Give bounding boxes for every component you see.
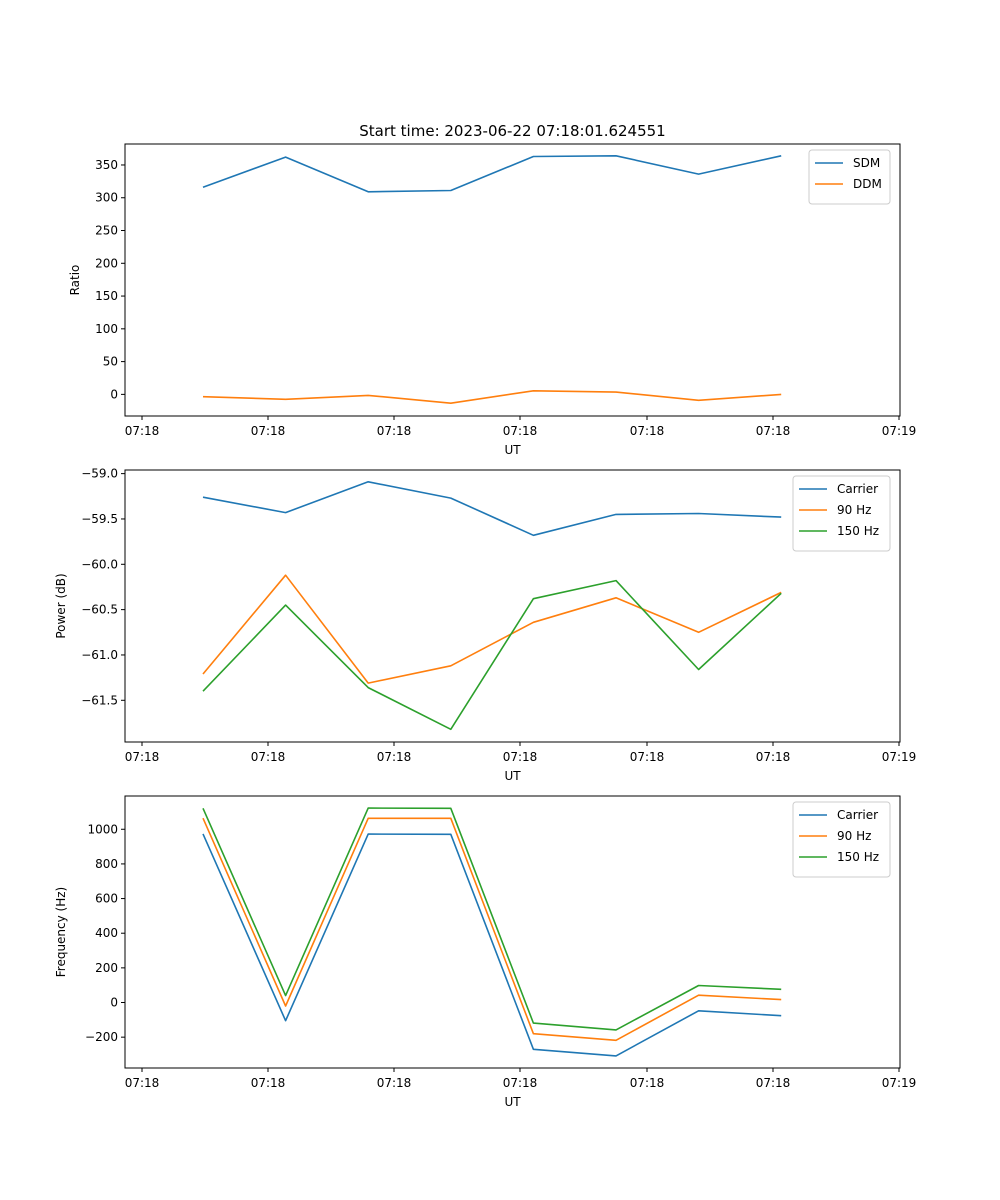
x-tick-label: 07:18	[125, 424, 160, 438]
x-tick-label: 07:18	[630, 1076, 665, 1090]
x-tick-label: 07:18	[503, 1076, 538, 1090]
y-tick-label: −61.5	[81, 693, 118, 707]
legend-label: 150 Hz	[837, 850, 879, 864]
y-axis-label: Frequency (Hz)	[54, 887, 68, 978]
chart-panel-3: 07:18 07:18 07:18 07:18 07:18 07:18 07:19 −200 0…	[54, 795, 917, 1109]
x-tick-label: 07:18	[756, 750, 791, 764]
legend: Carrier 90 Hz 150 Hz	[792, 475, 891, 552]
x-tick-label: 07:18	[503, 424, 538, 438]
x-tick-label: 07:18	[756, 424, 791, 438]
y-tick-label: −59.0	[81, 467, 118, 481]
y-tick-label: 100	[95, 322, 118, 336]
series-line-carrier	[202, 480, 782, 537]
x-tick-label: 07:19	[882, 1076, 917, 1090]
y-tick-label: 300	[95, 191, 118, 205]
x-tick-label: 07:18	[630, 424, 665, 438]
figure-title: Start time: 2023-06-22 07:18:01.624551	[359, 122, 665, 140]
y-tick-label: 0	[110, 387, 118, 401]
legend-box	[792, 475, 891, 552]
y-tick-label: 50	[103, 355, 118, 369]
legend: SDM DDM	[808, 149, 891, 205]
panels: 07:18 07:18 07:18 07:18 07:18 07:18 07:19 0 50 10…	[54, 143, 917, 1109]
y-axis-label: Power (dB)	[54, 573, 68, 638]
series-line-ddm	[202, 389, 782, 405]
series-line-carrier	[202, 833, 782, 1057]
y-tick-label: 1000	[87, 822, 118, 836]
x-tick-label: 07:18	[377, 1076, 412, 1090]
series-line-90-hz	[202, 574, 782, 684]
x-axis-label: UT	[504, 769, 521, 783]
x-tick-label: 07:18	[630, 750, 665, 764]
x-tick-label: 07:18	[503, 750, 538, 764]
x-tick-label: 07:18	[756, 1076, 791, 1090]
y-tick-label: −60.0	[81, 557, 118, 571]
x-tick-label: 07:18	[377, 750, 412, 764]
x-tick-label: 07:18	[251, 424, 286, 438]
y-tick-label: 250	[95, 224, 118, 238]
x-axis-label: UT	[504, 1095, 521, 1109]
y-tick-label: 350	[95, 158, 118, 172]
legend-label: SDM	[853, 156, 880, 170]
x-tick-label: 07:19	[882, 424, 917, 438]
x-axis-label: UT	[504, 443, 521, 457]
x-tick-label: 07:18	[377, 424, 412, 438]
legend: Carrier 90 Hz 150 Hz	[792, 801, 891, 878]
plot-frame	[124, 469, 901, 743]
y-tick-label: −200	[85, 1030, 118, 1044]
legend-label: 90 Hz	[837, 829, 871, 843]
x-tick-label: 07:18	[251, 1076, 286, 1090]
y-tick-label: −61.0	[81, 648, 118, 662]
legend-label: Carrier	[837, 482, 878, 496]
x-tick-label: 07:18	[125, 1076, 160, 1090]
series-line-150-hz	[202, 579, 782, 731]
x-tick-label: 07:18	[125, 750, 160, 764]
legend-box	[792, 801, 891, 878]
series-line-90-hz	[202, 817, 782, 1042]
y-axis-label: Ratio	[68, 265, 82, 296]
legend-label: 150 Hz	[837, 524, 879, 538]
legend-label: Carrier	[837, 808, 878, 822]
legend-label: 90 Hz	[837, 503, 871, 517]
series-line-sdm	[202, 155, 782, 193]
y-tick-label: −60.5	[81, 603, 118, 617]
y-tick-label: 800	[95, 857, 118, 871]
x-tick-label: 07:18	[251, 750, 286, 764]
y-tick-label: 0	[110, 996, 118, 1010]
y-tick-label: 150	[95, 289, 118, 303]
y-tick-label: 200	[95, 961, 118, 975]
legend-label: DDM	[853, 177, 882, 191]
y-tick-label: 200	[95, 256, 118, 270]
plot-frame	[124, 143, 901, 417]
x-tick-label: 07:19	[882, 750, 917, 764]
y-tick-label: 400	[95, 926, 118, 940]
plot-frame	[124, 795, 901, 1069]
chart-panel-2: 07:18 07:18 07:18 07:18 07:18 07:18 07:19 −59.0…	[54, 467, 916, 783]
y-tick-label: 600	[95, 892, 118, 906]
y-tick-label: −59.5	[81, 512, 118, 526]
chart-panel-1: 07:18 07:18 07:18 07:18 07:18 07:18 07:19 0 50 10…	[68, 143, 917, 457]
series-line-150-hz	[202, 807, 782, 1031]
